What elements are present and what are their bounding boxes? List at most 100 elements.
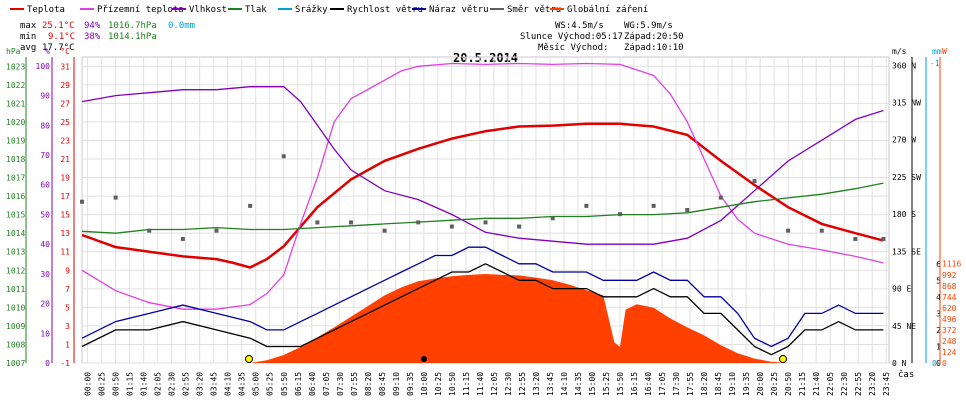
axis-tick-hPa: 1007 <box>6 359 25 368</box>
x-tick-label: 16:15 <box>630 372 639 396</box>
axis-tick-pct: 40 <box>40 240 50 249</box>
axis-tick-pct: 10 <box>40 329 50 338</box>
legend: Teplota Přízemní teplota Vlhkost Tlak Srážky… <box>10 5 648 15</box>
axis-tick-pct: 20 <box>40 300 50 309</box>
axis-label-wdir: m/s <box>892 47 907 56</box>
x-tick-label: 20:25 <box>770 372 779 396</box>
axis-tick-W: 620 <box>942 304 957 313</box>
x-tick-label: 01:40 <box>140 372 149 396</box>
x-tick-label: 17:55 <box>686 372 695 396</box>
axis-tick-hPa: 1010 <box>6 303 25 312</box>
axis-tick-degC: 11 <box>60 248 70 257</box>
avg-temp: 17.7°C <box>42 43 75 53</box>
wind-direction-point <box>113 195 118 200</box>
wind-direction-point <box>651 203 656 208</box>
axis-tick-hPa: 1011 <box>6 285 25 294</box>
sunset-marker <box>779 355 787 363</box>
series-line <box>81 182 884 234</box>
axis-label-degC: °C <box>60 47 70 56</box>
wind-direction-point <box>281 154 286 159</box>
moonset-marker <box>421 356 427 362</box>
axis-tick-hPa: 1008 <box>6 340 25 349</box>
sun-rise: Slunce Východ:05:17 <box>520 32 623 42</box>
x-tick-label: 03:45 <box>210 372 219 396</box>
x-tick-label: 22:55 <box>854 372 863 396</box>
x-tick-label: 20:50 <box>784 372 793 396</box>
wind-direction-point <box>449 224 454 229</box>
x-tick-label: 11:15 <box>462 372 471 396</box>
axis-tick-hPa: 1019 <box>6 136 25 145</box>
x-tick-label: 00:25 <box>98 372 107 396</box>
wind-direction-point <box>180 236 185 241</box>
axis-tick-hPa: 1020 <box>6 118 25 127</box>
axis-tick-W: 124 <box>942 348 957 357</box>
legend-label: Přízemní teplota <box>97 5 184 15</box>
axis-tick-ms: 0 <box>936 359 941 368</box>
max-label: max <box>20 21 37 31</box>
series-line <box>81 122 884 269</box>
x-tick-label: 19:35 <box>742 372 751 396</box>
axis-tick-ms: 4 <box>936 293 941 302</box>
axis-tick-mm: -1 <box>930 59 940 68</box>
axis-tick-wdir: 90 E <box>892 285 911 294</box>
wind-direction-point <box>853 236 858 241</box>
x-tick-label: 20:00 <box>756 372 765 396</box>
x-tick-label: 10:50 <box>448 372 457 396</box>
axis-tick-wdir: 135 SE <box>892 247 921 256</box>
x-tick-label: 15:00 <box>588 372 597 396</box>
series-line <box>81 246 884 348</box>
axes: 1007100810091010101110121013101410151016… <box>6 47 961 368</box>
min-press: 1014.1hPa <box>108 32 157 42</box>
x-tick-label: 21:15 <box>798 372 807 396</box>
axis-tick-W: 868 <box>942 282 957 291</box>
x-tick-label: 04:35 <box>238 372 247 396</box>
wind-direction-point <box>550 216 555 221</box>
axis-tick-hPa: 1022 <box>6 81 25 90</box>
axis-tick-ms: 6 <box>936 260 941 269</box>
max-press: 1016.7hPa <box>108 21 157 31</box>
legend-label: Vlhkost <box>189 5 227 15</box>
axis-tick-hPa: 1018 <box>6 155 25 164</box>
series-line <box>81 62 884 310</box>
x-tick-label: 07:30 <box>336 372 345 396</box>
x-tick-label: 15:25 <box>602 372 611 396</box>
axis-tick-pct: 50 <box>40 210 50 219</box>
axis-tick-wdir: 315 NW <box>892 98 921 107</box>
wind-direction-point <box>618 212 622 217</box>
axis-tick-pct: 0 <box>45 359 50 368</box>
wind-direction-point <box>881 236 886 241</box>
axis-tick-wdir: 225 SW <box>892 173 921 182</box>
axis-tick-degC: 25 <box>60 118 70 127</box>
axis-tick-hPa: 1012 <box>6 266 25 275</box>
x-tick-label: 12:05 <box>490 372 499 396</box>
axis-label-hPa: hPa <box>6 47 21 56</box>
x-tick-label: 21:40 <box>812 372 821 396</box>
sunrise-marker <box>245 355 253 363</box>
x-tick-label: 04:10 <box>224 372 233 396</box>
legend-label: Rychlost větru <box>347 5 423 15</box>
axis-tick-pct: 60 <box>40 181 50 190</box>
wind-direction-point <box>416 220 421 225</box>
min-hum: 38% <box>84 32 101 42</box>
axis-tick-hPa: 1014 <box>6 229 25 238</box>
axis-tick-hPa: 1023 <box>6 62 25 71</box>
max-hum: 94% <box>84 21 101 31</box>
series-line <box>81 86 884 245</box>
x-tick-label: 16:40 <box>644 372 653 396</box>
axis-label-mm: mm <box>932 47 942 56</box>
ws-value: WS:4.5m/s <box>555 21 604 31</box>
axis-tick-degC: 29 <box>60 81 70 90</box>
min-label: min <box>20 32 36 42</box>
axis-tick-ms: 2 <box>936 326 941 335</box>
axis-tick-W: 992 <box>942 271 957 280</box>
x-tick-label: 14:10 <box>560 372 569 396</box>
series-line <box>81 263 884 356</box>
axis-tick-degC: 31 <box>60 62 70 71</box>
x-tick-label: 07:55 <box>350 372 359 396</box>
x-tick-label: 14:35 <box>574 372 583 396</box>
sun-moon-info: WS:4.5m/s WG:5.9m/s Slunce Východ:05:17 … <box>520 21 684 53</box>
wind-direction-point <box>315 220 320 225</box>
axis-tick-pct: 90 <box>40 92 50 101</box>
wind-direction-point <box>517 224 522 229</box>
